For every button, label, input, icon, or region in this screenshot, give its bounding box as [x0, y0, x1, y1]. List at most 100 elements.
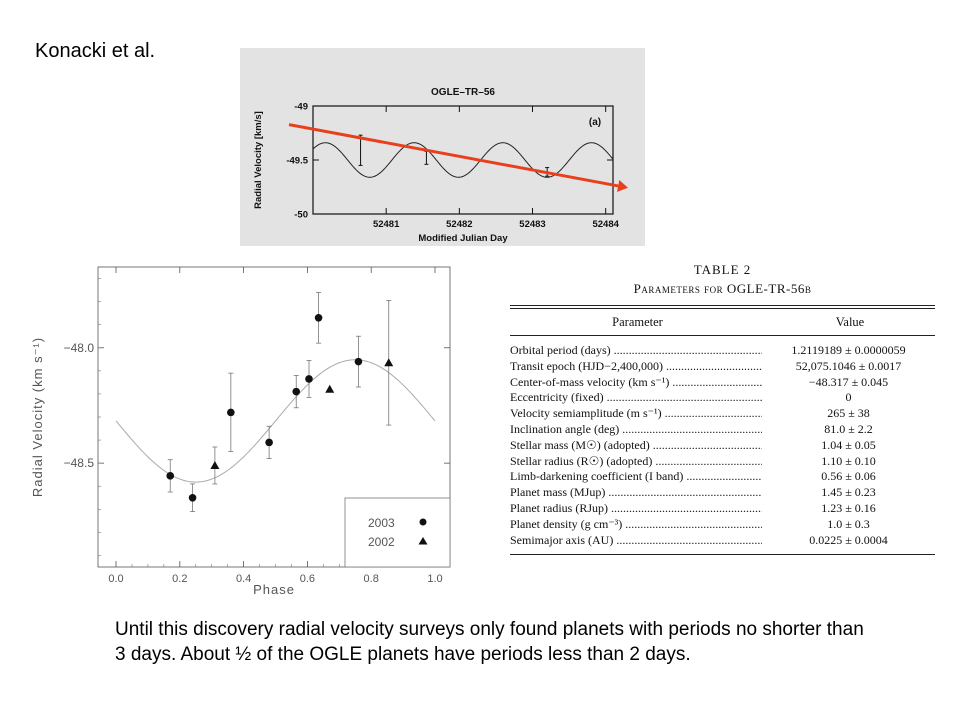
rv-model-curve	[312, 142, 614, 178]
table-title: TABLE 2	[693, 262, 752, 277]
data-point-2003	[292, 387, 301, 396]
legend-marker-circle	[419, 518, 427, 526]
y-tick-label: −48.5	[64, 456, 95, 470]
x-tick-label: 0.8	[364, 573, 379, 585]
x-tick-label: 0.2	[172, 573, 187, 585]
param-value: 0	[845, 390, 852, 405]
param-label: Stellar mass (M☉) (adopted)	[510, 438, 762, 452]
param-value: 1.0 ± 0.3	[827, 516, 870, 531]
param-value: 52,075.1046 ± 0.0017	[795, 358, 902, 373]
param-value: 0.0225 ± 0.0004	[809, 532, 888, 547]
table-row: Semimajor axis (AU) 0.0225 ± 0.0004	[510, 533, 935, 549]
x-tick-label: 0.0	[108, 573, 123, 585]
x-axis-label: Modified Julian Day	[418, 233, 508, 244]
header-parameter: Parameter	[612, 315, 663, 329]
param-name: Planet density (g cm⁻³)	[510, 517, 762, 533]
parameters-table: TABLE 2 Parameters for OGLE-TR-56b Param…	[510, 262, 935, 582]
param-value: 1.2119189 ± 0.0000059	[791, 343, 906, 357]
x-tick-label: 52481	[373, 219, 400, 230]
rv-time-panel: OGLE–TR–56 (a) Modified Julian Day Radia…	[240, 48, 645, 246]
axis-ticks: 52481 52482 52483 52484 -49 -49.5 -50	[286, 102, 619, 231]
param-label: Planet density (g cm⁻³)	[510, 517, 762, 531]
table-row: Eccentricity (fixed) 0	[510, 390, 935, 406]
header-value: Value	[835, 315, 865, 329]
table-bottom-rule	[510, 554, 935, 556]
param-name: Stellar mass (M☉) (adopted)	[510, 438, 762, 454]
param-label: Planet radius (RJup)	[510, 501, 762, 515]
table-header: Parameter Value	[510, 309, 935, 335]
table-row: Center-of-mass velocity (km s⁻¹) −48.317 …	[510, 375, 935, 391]
data-point-2002	[384, 358, 394, 367]
table-row: Velocity semiamplitude (m s⁻¹) 265 ± 38	[510, 406, 935, 422]
param-label: Planet mass (MJup)	[510, 485, 762, 499]
x-tick-label: 52483	[519, 219, 545, 230]
data-point-2003	[314, 313, 323, 322]
y-tick-label: -49.5	[286, 156, 308, 167]
param-name: Stellar radius (R☉) (adopted)	[510, 454, 762, 470]
x-tick-label: 0.6	[300, 573, 315, 585]
x-tick-label: 52482	[446, 219, 472, 230]
table-subtitle: Parameters for OGLE-TR-56b	[633, 281, 812, 296]
param-label: Eccentricity (fixed)	[510, 390, 762, 404]
x-tick-label: 1.0	[427, 573, 442, 585]
param-value: 1.23 ± 0.16	[821, 500, 876, 515]
data-point-2003	[188, 493, 197, 502]
y-axis-label: Radial Velocity [km/s]	[253, 111, 264, 209]
param-name: Velocity semiamplitude (m s⁻¹)	[510, 406, 762, 422]
author-credit: Konacki et al.	[35, 40, 156, 62]
param-value: 81.0 ± 2.2	[824, 421, 873, 436]
slide-caption: Until this discovery radial velocity sur…	[115, 619, 864, 665]
param-name: Eccentricity (fixed)	[510, 390, 762, 406]
table-body: Orbital period (days) 1.2119189 ± 0.00000…	[510, 336, 935, 554]
chart-title: OGLE–TR–56	[431, 87, 495, 98]
param-name: Orbital period (days)	[510, 343, 762, 359]
table-row: Orbital period (days) 1.2119189 ± 0.00000…	[510, 343, 935, 359]
x-axis-label: Phase	[253, 582, 295, 597]
data-point-2002	[210, 460, 220, 469]
param-label: Semimajor axis (AU)	[510, 533, 762, 547]
param-value: 1.04 ± 0.05	[821, 437, 876, 452]
data-point-2003	[265, 438, 273, 447]
param-label: Limb-darkening coefficient (I band)	[510, 469, 762, 483]
rv-phase-chart: Phase Radial Velocity (km s⁻¹) 0.0 0.2 0.4…	[30, 266, 451, 597]
rv-model-curve	[115, 359, 436, 483]
param-value: 1.45 ± 0.23	[821, 485, 876, 500]
param-value: 0.56 ± 0.06	[821, 469, 876, 484]
table-row: Planet mass (MJup) 1.45 ± 0.23	[510, 485, 935, 501]
param-name: Planet mass (MJup)	[510, 485, 762, 501]
y-tick-label: -49	[294, 102, 308, 113]
legend: 2003 2002	[344, 497, 451, 568]
trend-arrow-line	[288, 123, 619, 188]
table-header-rule	[510, 335, 935, 336]
param-name: Center-of-mass velocity (km s⁻¹)	[510, 375, 762, 391]
param-name: Inclination angle (deg)	[510, 422, 762, 438]
param-label: Transit epoch (HJD−2,400,000)	[510, 359, 762, 373]
param-value: 1.10 ± 0.10	[821, 453, 876, 468]
param-label: Inclination angle (deg)	[510, 422, 762, 436]
param-value: 265 ± 38	[827, 406, 870, 421]
y-axis-label: Radial Velocity (km s⁻¹)	[30, 337, 45, 497]
table-row: Stellar mass (M☉) (adopted) 1.04 ± 0.05	[510, 438, 935, 454]
param-label: Velocity semiamplitude (m s⁻¹)	[510, 406, 762, 420]
param-name: Planet radius (RJup)	[510, 501, 762, 517]
legend-label-2003: 2003	[368, 516, 395, 530]
rv-time-chart: OGLE–TR–56 (a) Modified Julian Day Radia…	[253, 87, 628, 244]
legend-box	[344, 497, 451, 568]
table-row: Stellar radius (R☉) (adopted) 1.10 ± 0.10	[510, 454, 935, 470]
data-point-2003	[166, 472, 175, 480]
table-row: Planet radius (RJup) 1.23 ± 0.16	[510, 501, 935, 517]
table-row: Transit epoch (HJD−2,400,000) 52,075.1046…	[510, 359, 935, 375]
x-tick-label: 0.4	[236, 573, 251, 585]
param-label: Center-of-mass velocity (km s⁻¹)	[510, 375, 762, 389]
y-tick-label: -50	[294, 210, 308, 221]
data-point-2002	[325, 384, 335, 393]
table-row: Limb-darkening coefficient (I band) 0.56 …	[510, 469, 935, 485]
param-label: Stellar radius (R☉) (adopted)	[510, 454, 762, 468]
x-tick-label: 52484	[592, 219, 619, 230]
rv-phase-panel: Phase Radial Velocity (km s⁻¹) 0.0 0.2 0.4…	[25, 262, 455, 597]
param-name: Semimajor axis (AU)	[510, 533, 762, 549]
table-row: Planet density (g cm⁻³) 1.0 ± 0.3	[510, 517, 935, 533]
param-name: Limb-darkening coefficient (I band)	[510, 469, 762, 485]
data-point-2003	[227, 408, 235, 417]
trend-arrow-head	[617, 180, 628, 192]
